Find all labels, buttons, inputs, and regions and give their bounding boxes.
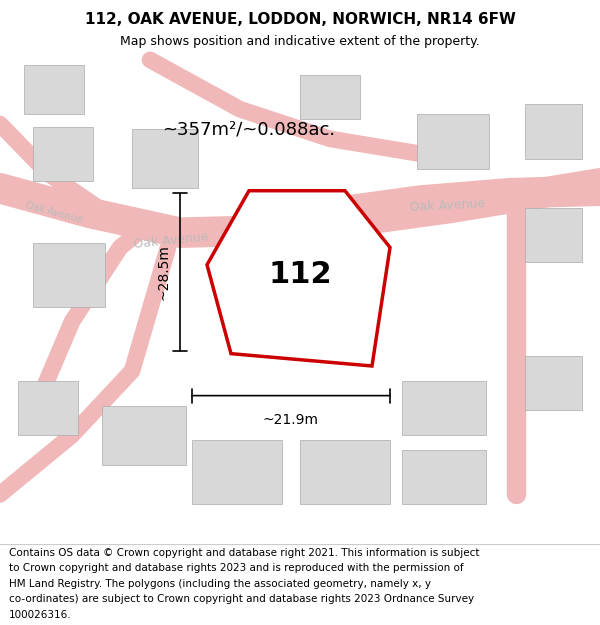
Bar [192,440,282,504]
Polygon shape [207,191,390,366]
Bar [402,450,486,504]
Bar [33,242,105,307]
Text: Oak Avenue: Oak Avenue [409,197,485,214]
Text: to Crown copyright and database rights 2023 and is reproduced with the permissio: to Crown copyright and database rights 2… [9,563,464,573]
Bar [132,129,198,188]
Text: ~28.5m: ~28.5m [157,244,171,300]
Bar [417,114,489,169]
Text: ~357m²/~0.088ac.: ~357m²/~0.088ac. [162,120,335,138]
Text: HM Land Registry. The polygons (including the associated geometry, namely x, y: HM Land Registry. The polygons (includin… [9,579,431,589]
Text: Map shows position and indicative extent of the property.: Map shows position and indicative extent… [120,35,480,48]
Bar [102,406,186,465]
Bar [525,104,582,159]
Bar [525,356,582,411]
Bar [24,65,84,114]
Text: Oak Avenue: Oak Avenue [133,230,209,251]
Bar [33,126,93,181]
Text: 112: 112 [268,260,332,289]
Bar [300,440,390,504]
Bar [18,381,78,435]
Bar [402,381,486,435]
Text: 112, OAK AVENUE, LODDON, NORWICH, NR14 6FW: 112, OAK AVENUE, LODDON, NORWICH, NR14 6… [85,12,515,28]
Text: Oak Avenue: Oak Avenue [25,201,83,226]
Text: ~21.9m: ~21.9m [263,413,319,427]
Bar [525,208,582,262]
Text: co-ordinates) are subject to Crown copyright and database rights 2023 Ordnance S: co-ordinates) are subject to Crown copyr… [9,594,474,604]
Text: 100026316.: 100026316. [9,609,71,619]
Text: Contains OS data © Crown copyright and database right 2021. This information is : Contains OS data © Crown copyright and d… [9,548,479,558]
Bar [300,74,360,119]
